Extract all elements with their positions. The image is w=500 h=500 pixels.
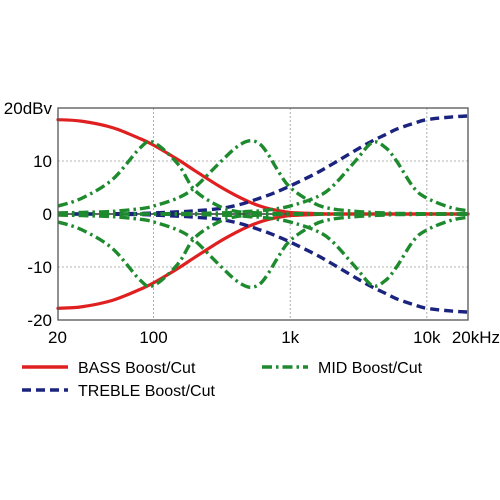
- x-tick-label-0: 20: [48, 328, 67, 347]
- legend: BASS Boost/Cut MID Boost/Cut TREBLE Boost/…: [22, 360, 423, 400]
- y-tick-label-0: 20dBv: [4, 99, 53, 118]
- series-line-1: [56, 212, 470, 310]
- x-tick-label-2: 1k: [281, 328, 299, 347]
- series-line-3: [57, 212, 469, 314]
- legend-label-0: BASS Boost/Cut: [78, 360, 196, 377]
- x-tick-label-3: 10k: [413, 328, 441, 347]
- series-line-8: [58, 140, 469, 216]
- series-line-0: [56, 118, 470, 216]
- series-line-9: [58, 212, 469, 288]
- series-line-7: [57, 212, 468, 289]
- x-tick-label-1: 100: [139, 328, 167, 347]
- plot-frame: [57, 107, 469, 321]
- y-tick-label-2: 0: [43, 205, 52, 224]
- y-tick-label-4: -20: [27, 311, 52, 330]
- legend-label-1: MID Boost/Cut: [318, 360, 423, 377]
- x-tick-label-4: 20kHz: [452, 328, 500, 347]
- series-line-2: [57, 114, 469, 216]
- y-tick-label-3: -10: [27, 258, 52, 277]
- legend-label-2: TREBLE Boost/Cut: [78, 383, 216, 400]
- series-group: [56, 114, 470, 314]
- y-tick-label-1: 10: [33, 152, 52, 171]
